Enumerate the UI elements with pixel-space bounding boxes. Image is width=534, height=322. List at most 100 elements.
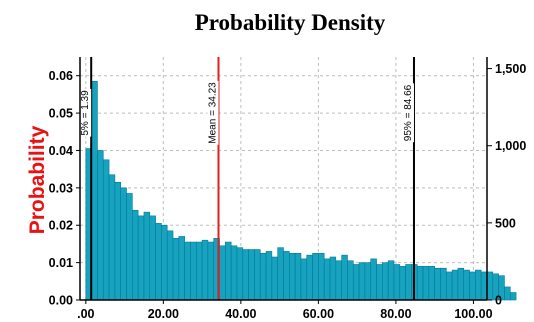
y-axis-label: Probability	[26, 125, 49, 234]
histogram-bar	[236, 247, 244, 301]
histogram-bar	[399, 266, 406, 301]
x-tick-label: 100.00	[454, 307, 492, 321]
x-tick-label: 40.00	[225, 307, 256, 321]
plot-frame	[79, 57, 488, 301]
y2-tick-label: 1,500	[495, 62, 526, 76]
histogram-bar	[289, 252, 296, 301]
histogram-bar	[120, 187, 127, 301]
chart-title: Probability Density	[195, 10, 386, 35]
histogram-bar	[225, 241, 232, 301]
histogram-bar	[335, 260, 342, 301]
y2-tick-label: 1,000	[495, 139, 526, 153]
histogram-bar	[294, 252, 302, 301]
histogram-bar	[486, 271, 494, 301]
histogram-bar	[184, 241, 191, 301]
y2-tick-label: 0	[495, 294, 502, 308]
histogram-bar	[132, 209, 139, 301]
histogram-bar	[190, 241, 197, 301]
histogram-bar	[428, 266, 435, 301]
histogram-bar	[219, 245, 226, 301]
y-tick-label: 0.01	[49, 256, 73, 270]
histogram-bar	[195, 241, 203, 301]
y-tick-label: 0.00	[49, 294, 73, 308]
histogram-bar	[277, 247, 284, 301]
histogram-bar	[155, 223, 162, 301]
histogram-bar	[137, 215, 145, 301]
x-tick-label: 60.00	[303, 307, 334, 321]
y-tick-label: 0.04	[49, 144, 73, 158]
y2-axis-ticks: 0 500 1,000 1,500	[487, 62, 526, 308]
y-tick-label: 0.05	[49, 107, 73, 121]
histogram-bar	[475, 269, 482, 301]
histogram-bar	[265, 251, 273, 301]
y2-tick-label: 500	[495, 216, 516, 230]
histogram-bar	[405, 264, 412, 301]
histogram-bar	[271, 256, 278, 301]
histogram-bar	[469, 271, 476, 301]
histogram-bar	[329, 256, 337, 301]
histogram-bar	[509, 292, 517, 301]
histogram-bar	[102, 159, 110, 301]
histogram-bar	[178, 236, 185, 301]
histogram-bar	[283, 251, 290, 301]
histogram-bar	[91, 81, 98, 301]
y-tick-label: 0.03	[49, 181, 73, 195]
histogram-bar	[230, 245, 238, 301]
x-axis-ticks: .00 20.00 40.00 60.00 80.00 100.00	[77, 300, 493, 321]
percentile-label: 95% = 84.66	[403, 84, 414, 141]
histogram-bar	[323, 258, 331, 301]
histogram-bar	[480, 271, 488, 301]
y-axis-ticks: 0.00 0.01 0.02 0.03 0.04 0.05 0.06	[49, 69, 80, 308]
histogram-bar	[201, 239, 209, 301]
percentile-label: 5% = 1.39	[80, 90, 91, 136]
histogram-bar	[114, 181, 121, 301]
histogram-bar	[358, 262, 366, 301]
y-tick-label: 0.06	[49, 69, 73, 83]
histogram-bar	[207, 241, 215, 301]
histogram-bar	[393, 264, 401, 301]
x-tick-label: .00	[77, 307, 94, 321]
histogram-bar	[108, 174, 116, 301]
histogram-bar	[143, 211, 151, 301]
histogram-bar	[457, 267, 465, 301]
histogram-bar	[352, 264, 360, 301]
marker-label-background	[402, 83, 414, 143]
x-tick-label: 80.00	[380, 307, 411, 321]
histogram-bars	[85, 81, 517, 301]
histogram-bar	[149, 215, 156, 301]
histogram-bar	[312, 252, 319, 301]
histogram-bar	[254, 249, 261, 301]
histogram-bar	[451, 269, 459, 301]
x-tick-label: 20.00	[148, 307, 179, 321]
histogram-bar	[376, 264, 383, 301]
histogram-bar	[422, 266, 430, 301]
histogram-bar	[382, 262, 389, 301]
marker-label-background	[80, 88, 92, 137]
y-tick-label: 0.02	[49, 219, 73, 233]
histogram-bar	[161, 224, 168, 301]
mean-label: Mean = 34.23	[207, 82, 218, 144]
marker-label-background	[207, 80, 219, 145]
histogram-bar	[445, 271, 453, 301]
histogram-bar	[347, 260, 354, 301]
histogram-bar	[434, 267, 441, 301]
histogram-bar	[318, 252, 325, 301]
histogram-bar	[172, 238, 180, 301]
histogram-bar	[166, 230, 174, 301]
histogram-bar	[300, 258, 308, 301]
statistic-markers: 5% = 1.39 Mean = 34.23 95% = 84.66	[80, 57, 415, 300]
histogram-bar	[126, 193, 133, 301]
histogram-bar	[97, 150, 104, 301]
histogram-bar	[259, 252, 267, 301]
histogram-bar	[370, 258, 377, 301]
histogram-bar	[440, 267, 447, 301]
histogram-bar	[242, 249, 249, 301]
histogram-bar	[416, 266, 424, 301]
histogram-bar	[248, 249, 255, 301]
histogram-bar	[504, 286, 511, 301]
histogram-bar	[364, 262, 372, 301]
histogram-bar	[306, 254, 313, 301]
histogram-bar	[387, 260, 395, 301]
histogram-bar	[341, 254, 348, 301]
